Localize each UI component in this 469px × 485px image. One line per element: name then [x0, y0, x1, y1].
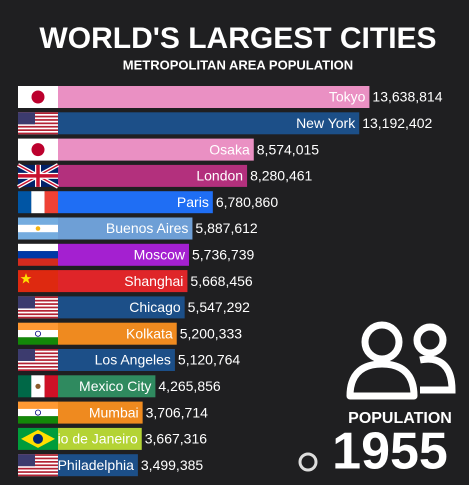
bar: [58, 349, 175, 371]
bar: [58, 191, 213, 214]
flag: [18, 296, 58, 319]
bar: [58, 138, 254, 161]
bar: [58, 375, 156, 398]
bar: [58, 427, 142, 450]
bar: [58, 322, 177, 345]
bar-category-label: Los Angeles: [95, 352, 171, 368]
bar: [58, 217, 193, 240]
bar: [58, 164, 248, 187]
flag: [18, 165, 58, 187]
bar-category-label: Mexico City: [79, 378, 151, 394]
flag: [18, 191, 58, 214]
value-label: 6,780,860: [216, 194, 278, 210]
flag: [18, 243, 58, 266]
flag: [18, 86, 58, 108]
bar-category-label: Philadelphia: [58, 457, 134, 473]
logo: [298, 452, 318, 472]
people-icon: [346, 321, 456, 400]
flag: [18, 427, 58, 450]
value-label: 5,736,739: [192, 247, 254, 263]
flag: [18, 375, 58, 398]
value-label: 5,120,764: [178, 352, 240, 368]
bar: [58, 270, 188, 293]
flag: [18, 112, 58, 135]
bar-category-label: Rio de Janeiro: [47, 431, 137, 447]
chart-title: WORLD'S LARGEST CITIES: [39, 22, 436, 55]
counter-label: POPULATION: [348, 410, 452, 427]
value-label: 3,667,316: [145, 431, 207, 447]
bar: [58, 86, 370, 108]
chart-subtitle: METROPOLITAN AREA POPULATION: [123, 57, 353, 72]
flag: [17, 322, 59, 346]
value-label: 5,887,612: [195, 220, 257, 236]
bar-category-label: Kolkata: [126, 325, 173, 341]
bar-category-label: Tokyo: [329, 89, 366, 105]
bar: [58, 401, 143, 424]
bar: [58, 243, 189, 266]
value-label: 5,668,456: [190, 273, 252, 289]
bar-category-label: Osaka: [209, 141, 250, 157]
value-label: 3,706,714: [146, 404, 208, 420]
flags: [17, 86, 59, 477]
value-label: 5,547,292: [188, 299, 250, 315]
bar-category-label: Paris: [177, 194, 209, 210]
bar: [58, 454, 138, 477]
value-label: 3,499,385: [141, 457, 203, 473]
value-label: 13,192,402: [362, 115, 432, 131]
bar: [58, 112, 360, 135]
value-label: 13,638,814: [372, 89, 442, 105]
flag: [17, 401, 59, 425]
bar-category-label: Shanghai: [124, 273, 183, 289]
year-label: 1955: [332, 423, 448, 480]
flag: [18, 454, 58, 477]
flag: [18, 138, 58, 161]
bar-category-label: Mumbai: [89, 404, 139, 420]
bar: [58, 296, 185, 319]
flag: [18, 270, 58, 293]
value-label: 8,280,461: [250, 168, 312, 184]
value-label: 8,574,015: [257, 141, 319, 157]
bar-category-label: New York: [296, 115, 356, 131]
value-label: 4,265,856: [158, 378, 220, 394]
value-label: 5,200,333: [180, 325, 242, 341]
bar-category-label: London: [196, 168, 243, 184]
bar-category-label: Chicago: [129, 299, 181, 315]
flag: [18, 217, 58, 240]
bar-category-label: Moscow: [134, 247, 186, 263]
bar-category-label: Buenos Aires: [106, 220, 189, 236]
flag: [18, 349, 58, 371]
